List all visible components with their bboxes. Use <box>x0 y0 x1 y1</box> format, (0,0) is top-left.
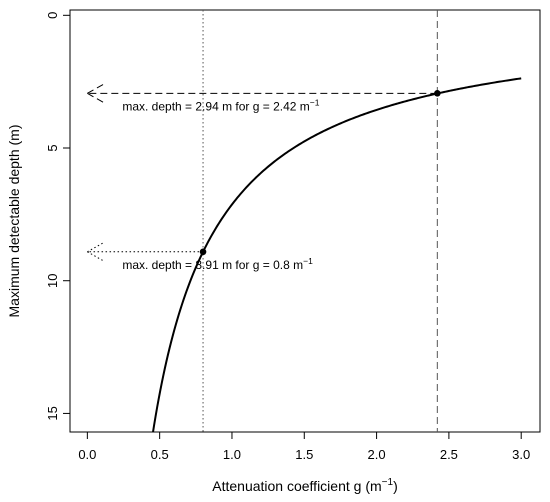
annotation-labels: max. depth = 2.94 m for g = 2.42 m−1max.… <box>122 97 319 271</box>
y-tick-label: 10 <box>45 273 60 287</box>
series-layer <box>152 77 522 432</box>
depth-arrow-head-lower <box>87 251 104 262</box>
annotation-label-sup: −1 <box>310 97 320 107</box>
highlight-point <box>434 90 441 97</box>
x-axis-label: Attenuation coefficient g (m−1) <box>212 477 397 494</box>
x-tick-label: 2.5 <box>440 447 458 462</box>
highlight-points <box>199 90 441 256</box>
depth-arrow-head-upper <box>87 83 104 94</box>
annotation-label-sup: −1 <box>303 256 313 266</box>
plot-frame <box>69 9 541 433</box>
y-axis: 0 5 10 15 <box>45 12 70 421</box>
annotation-label: max. depth = 2.94 m for g = 2.42 m−1 <box>122 97 319 113</box>
y-axis-label: Maximum detectable depth (m) <box>6 125 22 318</box>
x-tick-label: 0.5 <box>151 447 169 462</box>
x-tick-label: 2.0 <box>368 447 386 462</box>
y-tick-label: 0 <box>45 12 60 19</box>
annotation-label-text: max. depth = 2.94 m for g = 2.42 m <box>122 99 309 113</box>
x-tick-label: 0.0 <box>78 447 96 462</box>
annotation-label: max. depth = 8.91 m for g = 0.8 m−1 <box>122 256 313 272</box>
depth-arrow-head-lower <box>87 92 104 103</box>
annotation-label-text: max. depth = 8.91 m for g = 0.8 m <box>122 258 303 272</box>
highlight-point <box>199 248 207 256</box>
depth-arrow-head-upper <box>87 242 104 253</box>
x-axis: 0.0 0.5 1.0 1.5 2.0 2.5 3.0 <box>78 432 530 462</box>
x-tick-label: 1.0 <box>223 447 241 462</box>
y-tick-label: 5 <box>45 144 60 151</box>
x-tick-label: 1.5 <box>295 447 313 462</box>
y-tick-label: 15 <box>45 406 60 420</box>
x-tick-label: 3.0 <box>512 447 530 462</box>
reference-lines <box>202 10 438 432</box>
depth-curve <box>152 77 522 432</box>
depth-arrows <box>87 83 438 262</box>
